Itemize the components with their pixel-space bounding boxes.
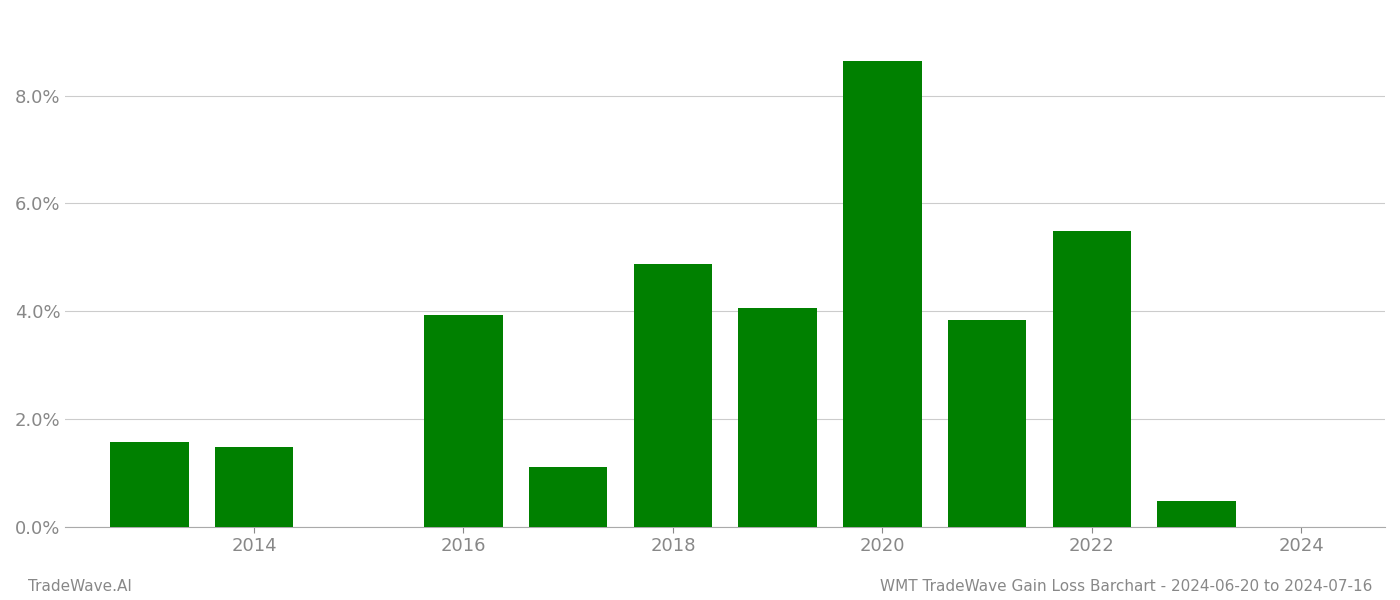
Bar xyxy=(424,315,503,527)
Bar xyxy=(634,264,713,527)
Bar xyxy=(214,448,293,527)
Bar xyxy=(948,320,1026,527)
Text: WMT TradeWave Gain Loss Barchart - 2024-06-20 to 2024-07-16: WMT TradeWave Gain Loss Barchart - 2024-… xyxy=(879,579,1372,594)
Text: TradeWave.AI: TradeWave.AI xyxy=(28,579,132,594)
Bar xyxy=(1053,232,1131,527)
Bar xyxy=(843,61,921,527)
Bar xyxy=(529,467,608,527)
Bar xyxy=(738,308,816,527)
Bar xyxy=(1158,501,1236,527)
Bar xyxy=(111,442,189,527)
